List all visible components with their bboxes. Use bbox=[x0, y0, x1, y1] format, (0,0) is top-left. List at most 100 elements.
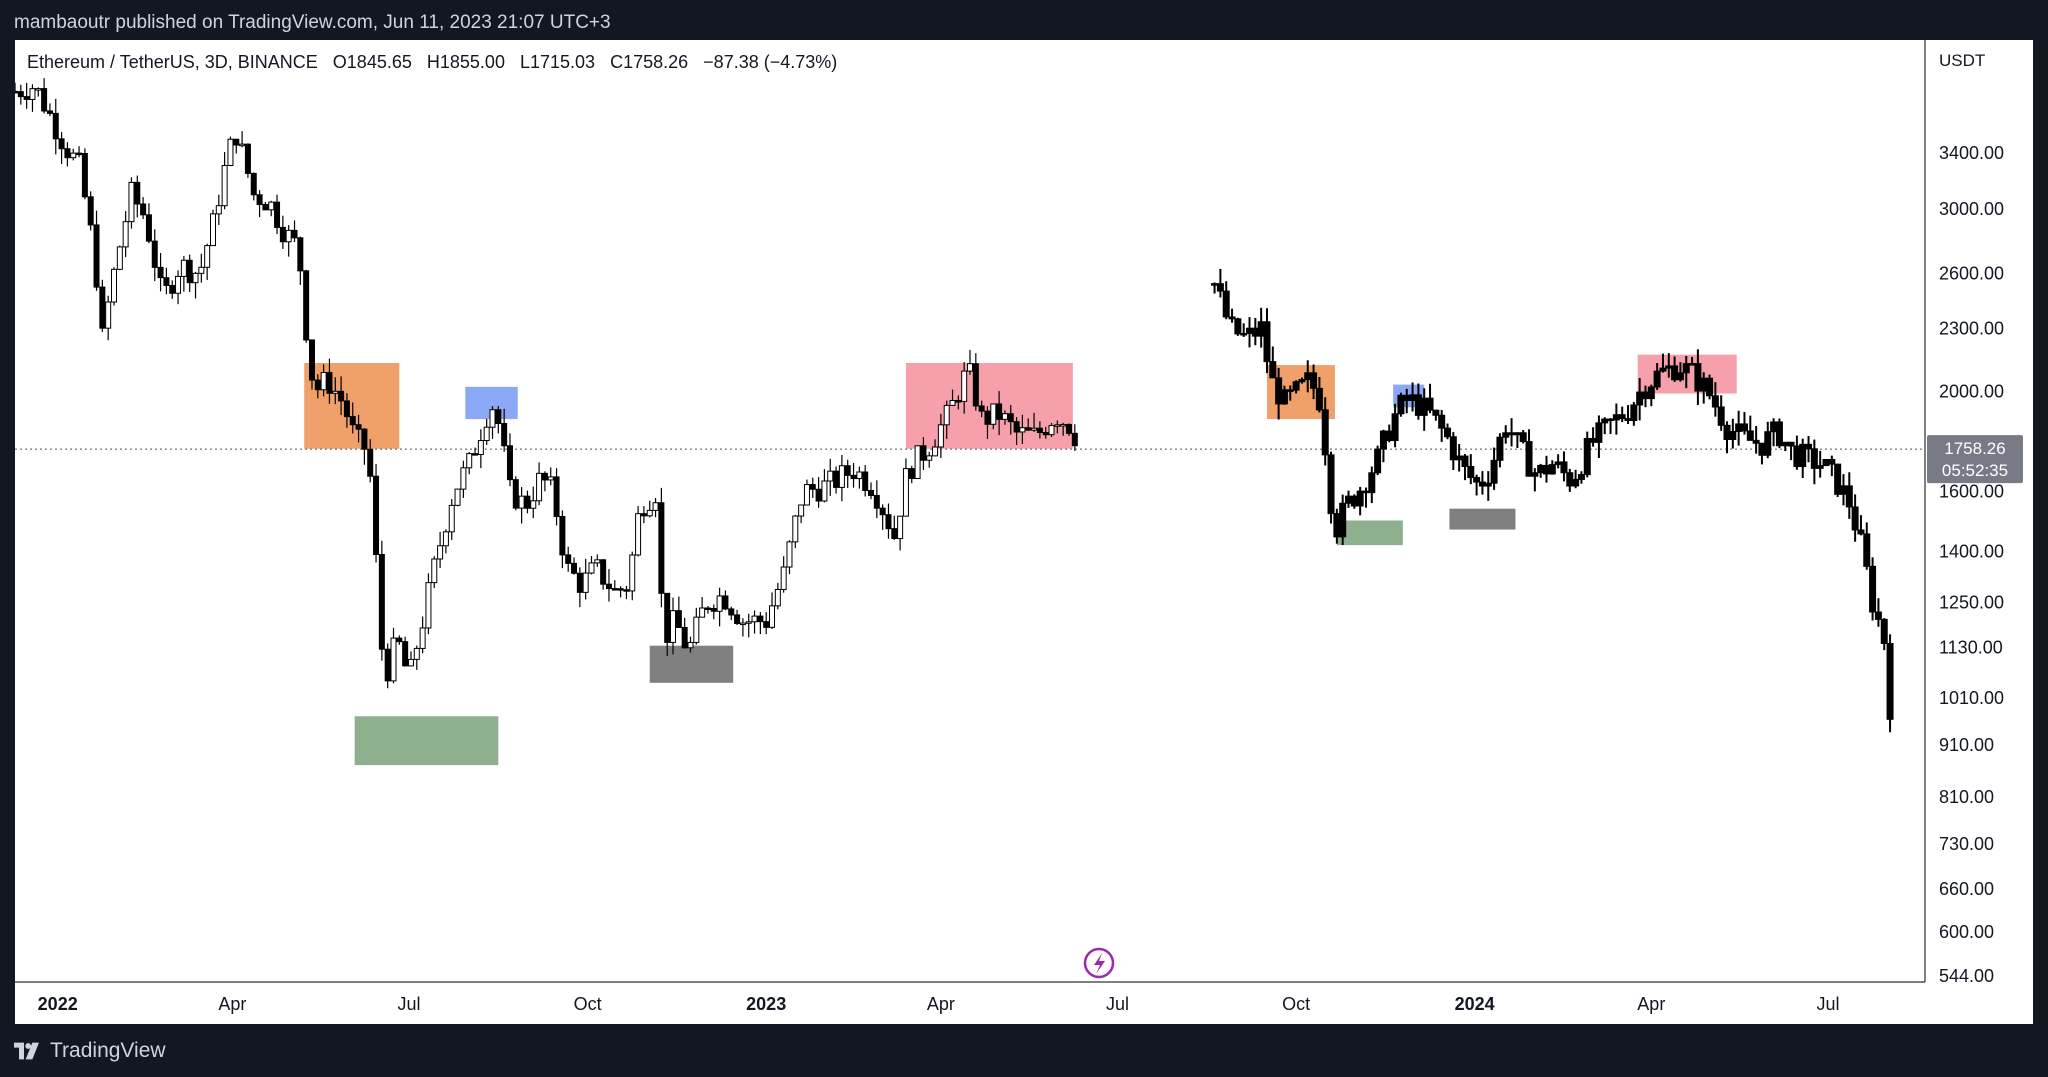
historical-candle bbox=[629, 554, 636, 592]
publisher-bar: mambaoutr published on TradingView.com, … bbox=[0, 0, 2048, 40]
historical-candle bbox=[600, 559, 607, 585]
historical-candle bbox=[652, 502, 659, 511]
price-tick-label: 2000.00 bbox=[1939, 381, 2004, 401]
historical-candle bbox=[961, 370, 968, 402]
projected-candle bbox=[1461, 455, 1469, 467]
price-tick-label: 2600.00 bbox=[1939, 263, 2004, 283]
historical-candle bbox=[175, 275, 182, 294]
projected-candle bbox=[1799, 443, 1807, 468]
historical-candle bbox=[693, 616, 700, 643]
green-zone[interactable] bbox=[354, 716, 499, 766]
historical-candle bbox=[297, 237, 304, 272]
time-scale[interactable] bbox=[15, 982, 2033, 1024]
historical-candle bbox=[798, 504, 805, 517]
historical-candle bbox=[140, 203, 147, 216]
gray-zone-projected[interactable] bbox=[1449, 508, 1516, 530]
historical-candle bbox=[792, 515, 799, 543]
historical-candle bbox=[926, 455, 933, 461]
historical-candle bbox=[646, 509, 653, 517]
historical-candle bbox=[378, 554, 385, 650]
historical-candle bbox=[640, 513, 647, 517]
projected-candle bbox=[1752, 439, 1760, 444]
symbol-label[interactable]: Ethereum / TetherUS, 3D, BINANCE bbox=[27, 52, 318, 72]
green-zone-projected[interactable] bbox=[1336, 520, 1403, 546]
historical-candle bbox=[914, 445, 921, 480]
last-price-badge bbox=[1927, 435, 2023, 484]
projected-candle bbox=[1397, 394, 1405, 415]
projected-candle bbox=[1257, 321, 1265, 337]
projected-candle bbox=[1403, 394, 1411, 401]
historical-candle bbox=[838, 465, 845, 488]
currency-label: USDT bbox=[1939, 51, 1985, 70]
historical-candle bbox=[145, 214, 152, 242]
historical-candle bbox=[908, 468, 915, 480]
projected-candle bbox=[1688, 363, 1696, 366]
open-value: O1845.65 bbox=[332, 52, 412, 72]
historical-candle bbox=[844, 465, 851, 476]
projected-candle bbox=[1473, 477, 1481, 483]
historical-candle bbox=[268, 201, 275, 211]
projected-candle bbox=[1251, 327, 1259, 337]
projected-candle bbox=[1775, 421, 1783, 447]
historical-candle bbox=[984, 410, 991, 425]
projected-candle bbox=[1630, 404, 1638, 422]
projected-candle bbox=[1345, 495, 1353, 504]
projected-candle bbox=[1874, 611, 1882, 620]
projected-candle bbox=[1764, 431, 1772, 456]
projected-candle bbox=[1839, 485, 1847, 495]
projected-candle bbox=[1374, 448, 1382, 474]
chart-area[interactable]: USDT 3400.00 3000.00 2600.00 2300.00 2000.00 1… bbox=[15, 40, 2033, 1024]
projected-candle bbox=[1222, 290, 1230, 318]
historical-candle bbox=[437, 545, 444, 560]
projected-candle bbox=[1834, 463, 1842, 495]
historical-candle bbox=[803, 484, 810, 506]
historical-candle bbox=[314, 379, 321, 391]
historical-candle bbox=[757, 615, 764, 623]
projected-candle bbox=[1560, 461, 1568, 474]
time-tick-label: Oct bbox=[574, 994, 602, 1014]
projected-candle bbox=[1513, 432, 1521, 436]
price-chart[interactable]: USDT 3400.00 3000.00 2600.00 2300.00 2000.00 1… bbox=[15, 40, 2033, 1024]
projected-candle bbox=[1234, 318, 1242, 335]
historical-candle bbox=[186, 259, 193, 284]
tradingview-logo[interactable]: TradingView bbox=[14, 1039, 166, 1063]
historical-candle bbox=[76, 152, 83, 156]
projected-candle bbox=[1583, 438, 1591, 476]
projected-candle bbox=[1694, 363, 1702, 392]
projected-candle bbox=[1787, 441, 1795, 447]
historical-candle bbox=[518, 495, 525, 509]
historical-candle bbox=[390, 637, 397, 682]
projected-candle bbox=[1420, 397, 1428, 416]
historical-candle bbox=[233, 138, 240, 146]
projected-candle bbox=[1886, 642, 1894, 720]
historical-candle bbox=[128, 181, 135, 223]
historical-candle bbox=[23, 96, 30, 100]
projected-candle bbox=[1426, 397, 1434, 411]
time-tick-label: Jul bbox=[1816, 994, 1839, 1014]
projected-candle bbox=[1356, 490, 1364, 507]
historical-candle bbox=[1025, 427, 1032, 431]
historical-candle bbox=[52, 112, 59, 140]
historical-candle bbox=[932, 446, 939, 457]
time-tick-label: Apr bbox=[218, 994, 246, 1014]
price-scale[interactable] bbox=[1925, 40, 2033, 1024]
historical-candle bbox=[343, 400, 350, 418]
projected-candle bbox=[1700, 377, 1708, 392]
historical-candle bbox=[873, 494, 880, 509]
historical-candle bbox=[990, 403, 997, 425]
historical-candle bbox=[710, 607, 717, 612]
projected-candle bbox=[1444, 427, 1451, 438]
projected-candle bbox=[1508, 432, 1516, 436]
pink-zone[interactable] bbox=[905, 363, 1073, 449]
orange-zone[interactable] bbox=[304, 363, 400, 449]
flash-icon[interactable] bbox=[1083, 947, 1115, 979]
historical-candle bbox=[116, 246, 123, 270]
projected-candle bbox=[1822, 459, 1830, 467]
projected-candle bbox=[1612, 414, 1620, 421]
projected-candle bbox=[1857, 529, 1865, 535]
historical-candle bbox=[763, 621, 770, 628]
historical-candle bbox=[815, 488, 822, 502]
gray-zone[interactable] bbox=[649, 645, 734, 683]
historical-candle bbox=[530, 500, 537, 509]
projected-candle bbox=[1589, 438, 1597, 443]
